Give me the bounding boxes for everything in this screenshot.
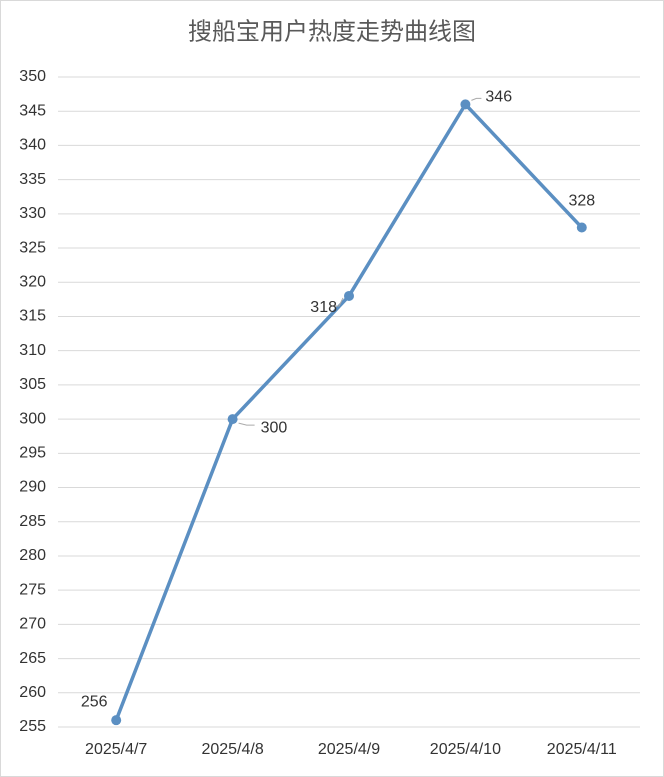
y-tick-label: 265 [19, 650, 46, 667]
point [460, 99, 471, 110]
y-tick-label: 260 [19, 684, 46, 701]
x-tick-label: 2025/4/8 [201, 741, 263, 758]
y-tick-label: 320 [19, 273, 46, 290]
x-tick-label: 2025/4/10 [430, 741, 501, 758]
data-label: 346 [485, 89, 512, 106]
y-tick-label: 335 [19, 171, 46, 188]
y-tick-label: 330 [19, 205, 46, 222]
point [111, 715, 122, 726]
y-tick-label: 295 [19, 445, 46, 462]
chart-title: 搜船宝用户热度走势曲线图 [188, 18, 476, 45]
point [227, 414, 238, 425]
leader-line [471, 97, 482, 101]
point [344, 290, 354, 301]
leader-line [335, 297, 344, 307]
data-label: 300 [261, 419, 288, 436]
y-tick-label: 350 [19, 68, 46, 85]
point [576, 222, 587, 233]
y-tick-label: 275 [19, 581, 46, 598]
y-tick-label: 345 [19, 102, 46, 119]
y-tick-label: 340 [19, 137, 46, 154]
data-label: 256 [81, 693, 108, 710]
y-tick-label: 325 [19, 239, 46, 256]
y-tick-label: 280 [19, 547, 46, 564]
y-tick-label: 285 [19, 513, 46, 530]
y-tick-label: 270 [19, 616, 46, 633]
x-tick-label: 2025/4/9 [318, 741, 380, 758]
x-tick-label: 2025/4/7 [85, 741, 147, 758]
data-label: 328 [568, 193, 595, 210]
y-tick-label: 255 [19, 718, 46, 735]
x-tick-label: 2025/4/11 [547, 741, 617, 758]
data-label: 318 [310, 299, 337, 316]
leader-line [238, 422, 255, 426]
y-tick-label: 315 [19, 308, 46, 325]
y-tick-label: 300 [19, 410, 46, 427]
y-tick-label: 290 [19, 479, 46, 496]
y-tick-label: 305 [19, 376, 46, 393]
y-tick-label: 310 [19, 342, 46, 359]
